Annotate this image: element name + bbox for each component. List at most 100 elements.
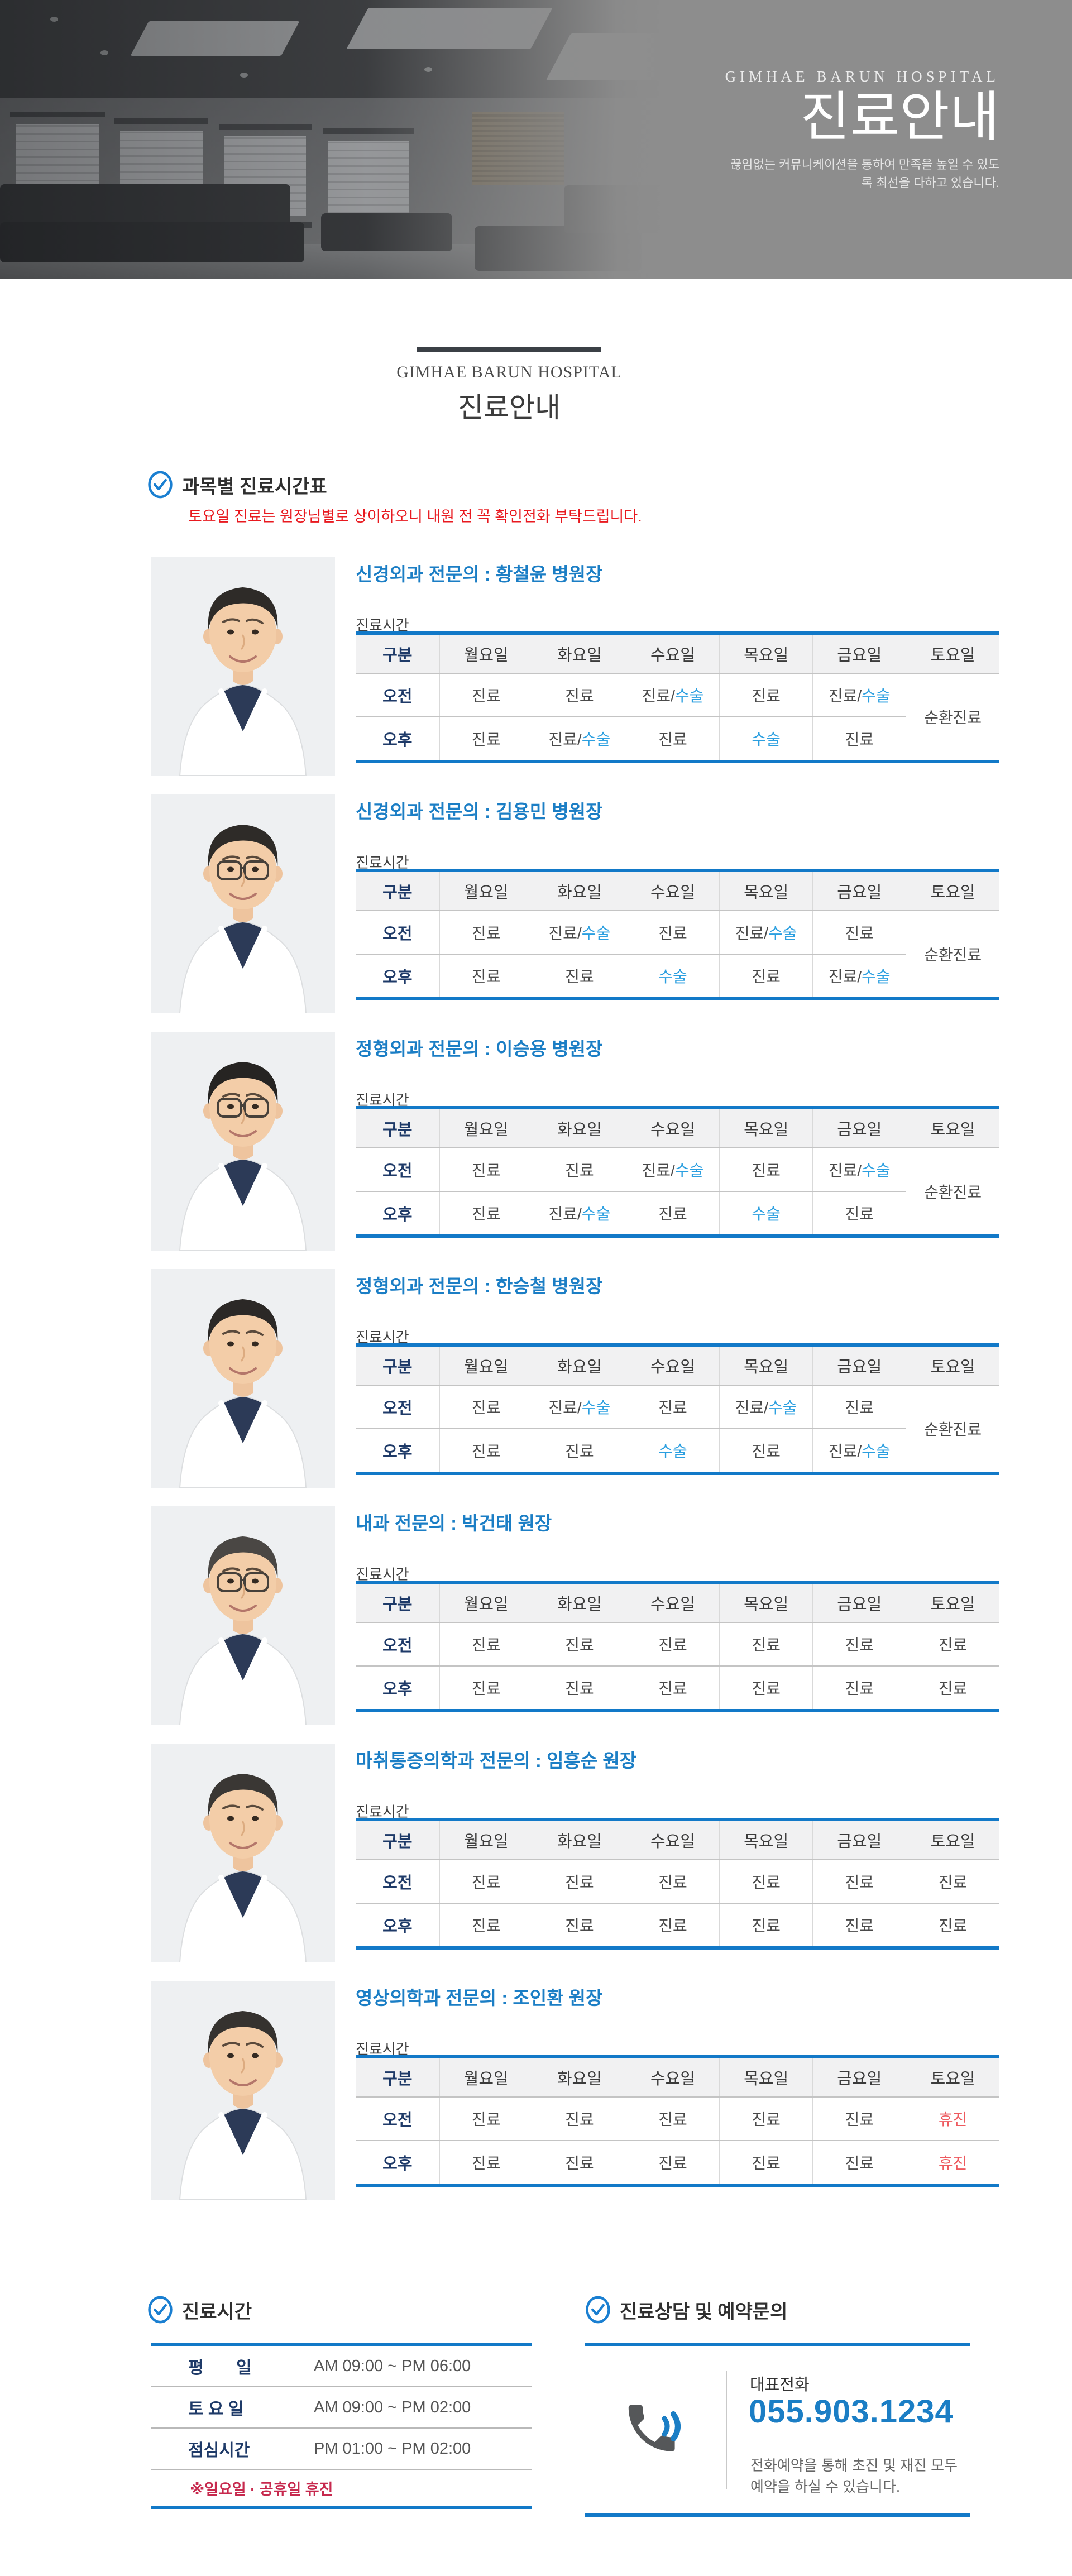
clinic-token: 진료	[752, 1443, 781, 1460]
surgery-token: 수술	[862, 1162, 891, 1179]
doctor-avatar	[151, 1032, 335, 1251]
clinic-token: 진료	[752, 2111, 781, 2128]
clinic-token: 진료	[548, 1399, 577, 1416]
row-label: 오후	[356, 1666, 440, 1711]
hero-poster	[323, 128, 414, 229]
column-header: 화요일	[532, 1345, 626, 1386]
clinic-token: 진료	[938, 1874, 968, 1891]
column-header: 수요일	[625, 2057, 720, 2098]
schedule-cell: 진료	[812, 2097, 906, 2141]
column-header: 월요일	[439, 1582, 533, 1623]
column-header: 목요일	[719, 2057, 813, 2098]
surgery-token: 수술	[862, 687, 891, 705]
schedule-table: 구분 월요일 화요일 수요일 목요일 금요일 토요일 오전 진료 진료 진료 진료 진료 진료 오후 진료 진료…	[356, 1581, 999, 1712]
schedule-cell: 진료	[439, 1860, 533, 1904]
schedule-cell: 진료	[439, 2141, 533, 2185]
contact-title: 진료상담 및 예약문의	[620, 2301, 788, 2323]
doctor-card: 내과 전문의 : 박건태 원장 진료시간 구분 월요일 화요일 수요일 목요일 금요일 토요일 오…	[0, 1501, 1072, 1738]
clinic-token: 진료	[658, 1205, 687, 1223]
schedule-label: 진료시간	[356, 1091, 409, 1108]
doctor-photo	[151, 1269, 335, 1488]
schedule-cell: 진료	[719, 1860, 813, 1904]
schedule-label: 진료시간	[356, 1566, 409, 1583]
column-header: 구분	[356, 870, 440, 911]
clinic-token: 순환진료	[924, 1421, 982, 1438]
clinic-token: 순환진료	[924, 1184, 982, 1201]
column-header: 월요일	[439, 633, 533, 674]
clinic-token: 순환진료	[924, 709, 982, 726]
hours-row-value: AM 09:00 ~ PM 02:00	[314, 2398, 471, 2416]
schedule-cell: 진료	[439, 717, 533, 762]
hero-page-title: 진료안내	[800, 88, 999, 147]
saturday-cell: 순환진료	[906, 1148, 999, 1236]
clinic-token: 진료	[548, 925, 577, 942]
schedule-cell: 진료	[625, 1860, 720, 1904]
check-circle-icon	[148, 2296, 173, 2324]
column-header: 구분	[356, 633, 440, 674]
schedule-cell: 진료/수술	[532, 1191, 626, 1236]
schedule-cell: 진료	[719, 1622, 813, 1667]
hero-sofa	[0, 222, 304, 262]
hero-poster	[114, 118, 208, 227]
surgery-token: 수술	[581, 1399, 611, 1416]
doctor-avatar	[151, 1981, 335, 2200]
doctor-avatar	[151, 1744, 335, 1962]
schedule-cell: 진료	[439, 673, 533, 717]
clinic-token: 진료	[658, 1636, 687, 1654]
schedule-cell: 진료	[812, 2141, 906, 2185]
schedule-cell: 진료	[812, 1860, 906, 1904]
clinic-token: 진료	[752, 1874, 781, 1891]
column-header: 월요일	[439, 870, 533, 911]
clinic-token: 진료	[735, 925, 764, 942]
schedule-cell: 진료/수술	[812, 1429, 906, 1473]
clinic-token: 진료	[471, 2111, 501, 2128]
row-label: 오전	[356, 1860, 440, 1904]
surgery-token: 수술	[674, 687, 704, 705]
schedule-cell: 진료	[532, 1148, 626, 1192]
saturday-cell: 순환진료	[906, 1385, 999, 1473]
clinic-token: 진료	[565, 1162, 594, 1179]
schedule-cell: 진료	[532, 2097, 626, 2141]
clinic-token: 진료	[828, 687, 858, 705]
clinic-token: 진료	[828, 1162, 858, 1179]
clinic-token: 진료	[471, 1874, 501, 1891]
clinic-token: 진료	[938, 1680, 968, 1697]
clinic-token: 진료	[752, 1917, 781, 1935]
schedule-cell: 진료	[532, 2141, 626, 2185]
doctor-photo	[151, 1981, 335, 2200]
clinic-token: 진료	[471, 1162, 501, 1179]
schedule-label: 진료시간	[356, 1329, 409, 1346]
schedule-table: 구분 월요일 화요일 수요일 목요일 금요일 토요일 오전 진료 진료 진료/수술 진료 진료/수술 순환…	[356, 631, 999, 763]
clinic-token: 진료	[845, 1205, 874, 1223]
schedule-cell: 진료	[625, 1385, 720, 1429]
hours-row: 점심시간 PM 01:00 ~ PM 02:00	[151, 2429, 532, 2470]
clinic-token: 진료	[548, 1205, 577, 1223]
clinic-token: 진료	[565, 2111, 594, 2128]
schedule-cell: 진료/수술	[625, 1148, 720, 1192]
column-header: 수요일	[625, 633, 720, 674]
column-header: 월요일	[439, 1108, 533, 1148]
schedule-cell: 진료	[625, 717, 720, 762]
page-heading: GIMHAE BARUN HOSPITAL 진료안내	[342, 347, 677, 425]
column-header: 금요일	[812, 2057, 906, 2098]
page-title: 진료안내	[458, 392, 561, 423]
doctor-card: 신경외과 전문의 : 황철윤 병원장 진료시간 구분 월요일 화요일 수요일 목요일 금요일 토…	[0, 552, 1072, 789]
clinic-token: 진료	[548, 731, 577, 748]
closed-token: 휴진	[938, 2111, 968, 2128]
surgery-token: 수술	[752, 731, 781, 748]
hero-poster	[219, 124, 312, 228]
column-header: 수요일	[625, 1345, 720, 1386]
phone-icon	[628, 2405, 681, 2451]
saturday-cell: 휴진	[906, 2097, 999, 2141]
column-header: 금요일	[812, 633, 906, 674]
column-header: 목요일	[719, 1582, 813, 1623]
column-header: 금요일	[812, 1820, 906, 1860]
schedule-cell: 진료	[625, 2097, 720, 2141]
hero-window-blinds	[472, 112, 564, 185]
hero-banner: GIMHAE BARUN HOSPITAL 진료안내 끊임없는 커뮤니케이션을 …	[0, 0, 1072, 279]
doctor-avatar	[151, 557, 335, 776]
check-circle-icon	[148, 471, 173, 499]
hours-table: 평 일 AM 09:00 ~ PM 06:00 토 요 일 AM 09:00 ~ PM…	[151, 2343, 532, 2509]
hero-text-block: GIMHAE BARUN HOSPITAL 진료안내 끊임없는 커뮤니케이션을 …	[720, 68, 999, 192]
row-label: 오후	[356, 1903, 440, 1948]
